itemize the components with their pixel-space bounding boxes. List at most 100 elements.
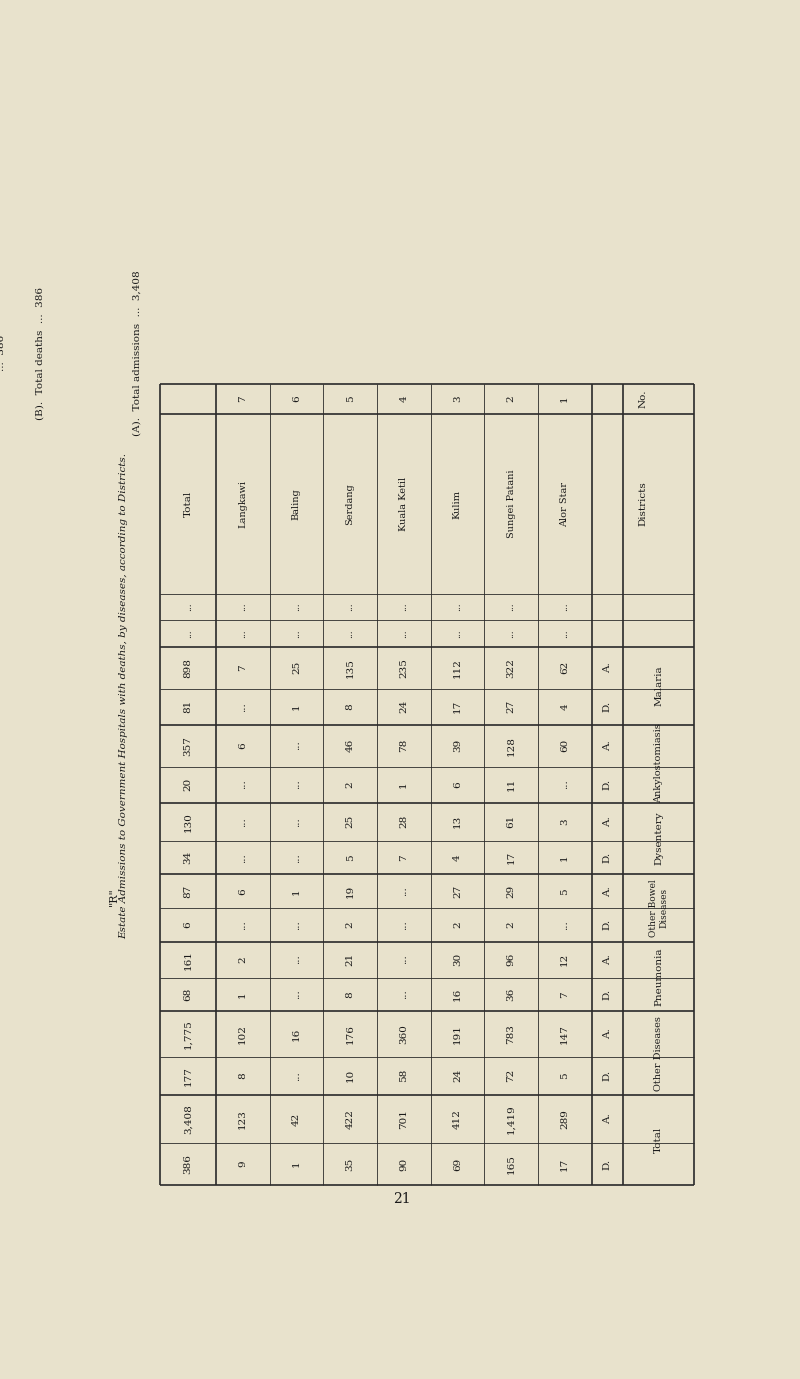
Text: 4: 4 — [399, 396, 408, 403]
Text: 27: 27 — [453, 884, 462, 898]
Text: 30: 30 — [453, 953, 462, 967]
Text: 6: 6 — [184, 921, 193, 928]
Text: ...: ... — [292, 954, 301, 964]
Text: ...: ... — [292, 741, 301, 750]
Text: 161: 161 — [184, 950, 193, 969]
Text: Total: Total — [184, 491, 193, 517]
Text: 46: 46 — [346, 739, 354, 752]
Text: ...: ... — [560, 629, 570, 638]
Text: 7: 7 — [238, 396, 247, 403]
Text: Estate Admissions to Government Hospitals with deaths, by diseases, according to: Estate Admissions to Government Hospital… — [118, 454, 128, 939]
Text: 7: 7 — [238, 665, 247, 672]
Text: No.: No. — [638, 390, 647, 408]
Text: 6: 6 — [453, 782, 462, 787]
Text: 6: 6 — [292, 396, 301, 403]
Text: 6: 6 — [238, 888, 247, 895]
Text: Sungei Patani: Sungei Patani — [506, 470, 515, 538]
Text: 28: 28 — [399, 815, 408, 829]
Text: D.: D. — [602, 1070, 612, 1081]
Text: 21: 21 — [346, 953, 354, 967]
Text: 25: 25 — [346, 815, 354, 829]
Text: 17: 17 — [453, 701, 462, 713]
Text: 5: 5 — [346, 855, 354, 860]
Text: 1: 1 — [292, 888, 301, 895]
Text: 1: 1 — [292, 703, 301, 710]
Text: A.: A. — [602, 1114, 612, 1124]
Text: A.: A. — [602, 662, 612, 673]
Text: "R": "R" — [109, 887, 119, 906]
Text: Ankylostomiasis: Ankylostomiasis — [654, 724, 663, 804]
Text: 135: 135 — [346, 658, 354, 677]
Text: 123: 123 — [238, 1109, 247, 1129]
Text: 3: 3 — [560, 818, 570, 825]
Text: 96: 96 — [506, 953, 515, 967]
Text: 87: 87 — [184, 884, 193, 898]
Text: 147: 147 — [560, 1025, 570, 1044]
Text: 81: 81 — [184, 701, 193, 713]
Text: D.: D. — [602, 989, 612, 1000]
Text: 3,408: 3,408 — [184, 1105, 193, 1134]
Text: 176: 176 — [346, 1025, 354, 1044]
Text: 1: 1 — [238, 992, 247, 997]
Text: 386: 386 — [184, 1154, 193, 1174]
Text: 72: 72 — [506, 1069, 515, 1083]
Text: D.: D. — [602, 779, 612, 790]
Text: 20: 20 — [184, 778, 193, 792]
Text: A.: A. — [602, 954, 612, 965]
Text: 783: 783 — [506, 1025, 515, 1044]
Text: ...: ... — [238, 816, 247, 826]
Text: Total: Total — [654, 1127, 663, 1153]
Text: 4: 4 — [453, 855, 462, 860]
Text: 130: 130 — [184, 812, 193, 832]
Text: 898: 898 — [184, 658, 193, 677]
Text: A.: A. — [602, 741, 612, 752]
Text: ...: ... — [292, 816, 301, 826]
Text: ...: ... — [292, 779, 301, 789]
Text: 21: 21 — [394, 1191, 411, 1205]
Text: 191: 191 — [453, 1025, 462, 1044]
Text: ...: ... — [292, 852, 301, 862]
Text: 58: 58 — [399, 1069, 408, 1083]
Text: 61: 61 — [506, 815, 515, 829]
Text: D.: D. — [602, 920, 612, 931]
Text: 1,419: 1,419 — [506, 1105, 515, 1134]
Text: 701: 701 — [399, 1109, 408, 1129]
Text: 90: 90 — [399, 1157, 408, 1171]
Text: 9: 9 — [238, 1161, 247, 1167]
Text: 13: 13 — [453, 815, 462, 829]
Text: ...: ... — [238, 603, 247, 611]
Text: Baling: Baling — [292, 488, 301, 520]
Text: 34: 34 — [184, 851, 193, 865]
Text: ...: ... — [560, 920, 570, 929]
Text: 78: 78 — [399, 739, 408, 752]
Text: ...: ... — [346, 603, 354, 611]
Text: 1: 1 — [560, 855, 570, 860]
Text: 1,775: 1,775 — [184, 1019, 193, 1049]
Text: 128: 128 — [506, 735, 515, 756]
Text: ...: ... — [238, 702, 247, 712]
Text: ...: ... — [506, 603, 515, 611]
Text: 7: 7 — [560, 992, 570, 997]
Text: 2: 2 — [346, 921, 354, 928]
Text: 24: 24 — [399, 701, 408, 713]
Text: ...: ... — [292, 990, 301, 1000]
Text: 62: 62 — [560, 661, 570, 674]
Text: ...: ... — [292, 629, 301, 638]
Text: 8: 8 — [346, 992, 354, 997]
Text: 12: 12 — [560, 953, 570, 967]
Text: 165: 165 — [506, 1154, 515, 1174]
Text: Pneumonia: Pneumonia — [654, 947, 663, 1005]
Text: Other Diseases: Other Diseases — [654, 1016, 663, 1091]
Text: 2: 2 — [506, 921, 515, 928]
Text: 2: 2 — [238, 956, 247, 963]
Text: ...: ... — [292, 603, 301, 611]
Text: ...: ... — [292, 920, 301, 929]
Text: 17: 17 — [506, 851, 515, 865]
Text: ...: ... — [292, 1071, 301, 1081]
Text: 16: 16 — [292, 1027, 301, 1041]
Text: 60: 60 — [560, 739, 570, 752]
Text: 3: 3 — [453, 396, 462, 403]
Text: ...: ... — [399, 887, 408, 896]
Text: 4: 4 — [560, 703, 570, 710]
Text: 2: 2 — [453, 921, 462, 928]
